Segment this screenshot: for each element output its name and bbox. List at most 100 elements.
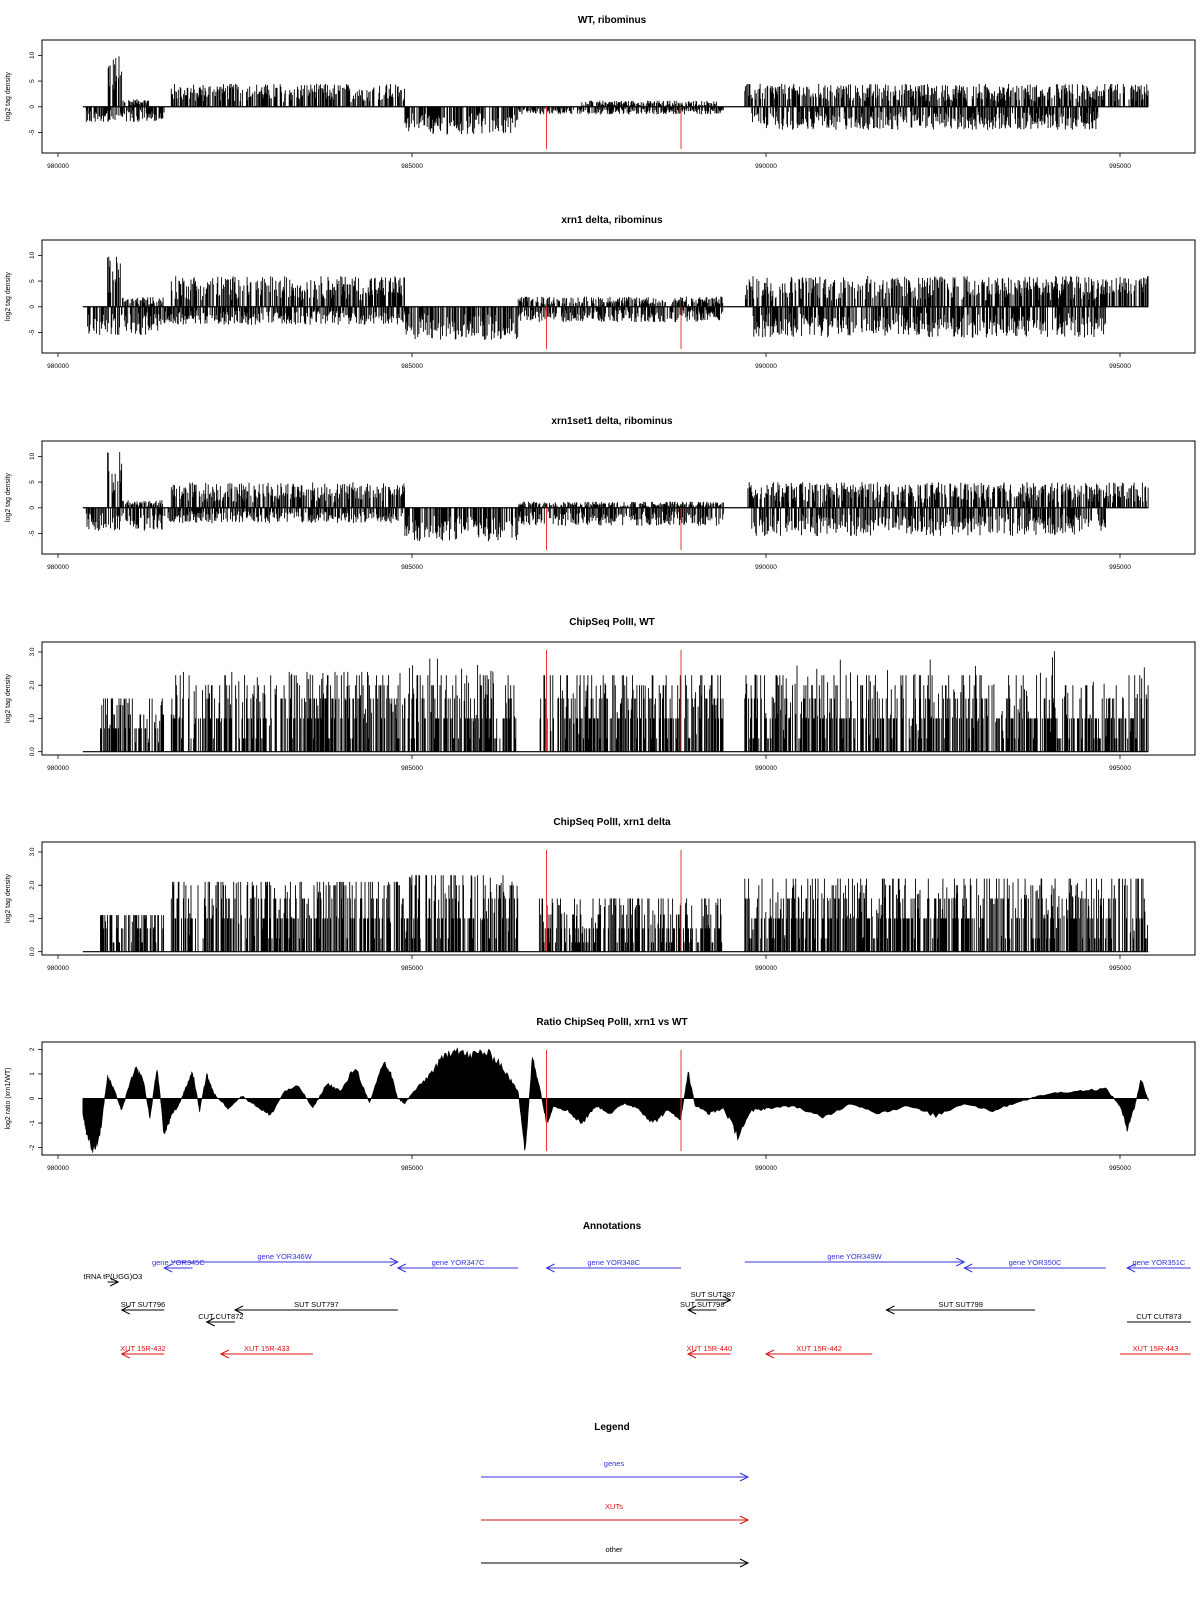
x-tick-label: 980000 (47, 1165, 69, 1172)
panel-title: ChipSeq PolII, WT (569, 617, 655, 628)
y-tick-label: 0 (29, 1096, 36, 1100)
y-tick-label: 3.0 (29, 847, 36, 856)
x-tick-label: 990000 (755, 765, 777, 772)
x-tick-label: 980000 (47, 163, 69, 170)
y-axis-label: log2 tag density (5, 472, 12, 522)
y-tick-label: 2 (29, 1047, 36, 1051)
legend: Legend genes XUTs other (481, 1422, 750, 1568)
arrow-left-icon (687, 1349, 697, 1359)
y-tick-label: 2.0 (29, 680, 36, 689)
y-tick-label: -1 (29, 1120, 36, 1126)
plot-frame (41, 841, 1196, 956)
arrow-left-icon (163, 1263, 173, 1273)
arrow-right-icon (109, 1277, 120, 1287)
arrow-left-icon (1125, 1263, 1136, 1273)
annotation-gene-yor347c: gene YOR347C (396, 1258, 519, 1273)
chart-panel-5: ChipSeq PolII, xrn1 delta log2 tag densit… (5, 817, 1196, 972)
feature-label: gene YOR351C (1133, 1258, 1186, 1267)
arrow-right-icon (389, 1257, 399, 1267)
annotation-xut-15r-440: XUT 15R-440 (687, 1344, 732, 1359)
x-tick-label: 980000 (47, 363, 69, 370)
feature-label: tRNA tP(UGG)O3 (83, 1272, 142, 1281)
y-axis-label: log2 tag density (5, 873, 12, 923)
density-bars (85, 452, 1149, 542)
y-tick-label: 1.0 (29, 714, 36, 723)
panel-title: Ratio ChipSeq PolII, xrn1 vs WT (536, 1017, 687, 1028)
arrow-left-icon (233, 1305, 244, 1315)
annotation-xut-15r-442: XUT 15R-442 (764, 1344, 873, 1359)
panel-title: WT, ribominus (578, 15, 647, 26)
arrow-left-icon (219, 1349, 230, 1359)
feature-label: XUT 15R-443 (1133, 1344, 1179, 1353)
y-tick-label: 0.0 (29, 947, 36, 956)
chart-panel-4: ChipSeq PolII, WT log2 tag density 0.0 1.0 2… (5, 617, 1196, 772)
x-tick-label: 985000 (401, 564, 423, 571)
y-tick-label: -2 (29, 1144, 36, 1150)
plot-frame (41, 39, 1196, 154)
annotations-title: Annotations (583, 1221, 642, 1232)
panel-title: ChipSeq PolII, xrn1 delta (553, 817, 671, 828)
annotation-sut-sut796: SUT SUT796 (120, 1300, 165, 1315)
annotation-gene-yor349w: gene YOR349W (744, 1252, 966, 1267)
y-tick-label: 5 (29, 79, 36, 83)
annotation-sut-sut798: SUT SUT798 (680, 1300, 725, 1315)
annotation-sut-sut797: SUT SUT797 (233, 1300, 398, 1315)
arrow-right-icon (739, 1472, 750, 1482)
feature-label: CUT CUT872 (198, 1312, 243, 1321)
x-tick-label: 985000 (401, 965, 423, 972)
y-axis-label: log2 tag density (5, 271, 12, 321)
x-tick-label: 985000 (401, 1165, 423, 1172)
annotation-cut-cut873: CUT CUT873 (1127, 1312, 1191, 1323)
feature-label: XUT 15R-442 (796, 1344, 842, 1353)
legend-label: genes (604, 1459, 625, 1468)
x-tick-label: 990000 (755, 1165, 777, 1172)
y-tick-label: 10 (29, 51, 36, 59)
x-tick-label: 995000 (1109, 363, 1131, 370)
annotation-sut-sut799: SUT SUT799 (885, 1300, 1036, 1315)
density-bars (87, 256, 1149, 340)
legend-item-xut: XUTs (481, 1502, 750, 1525)
legend-label: other (605, 1545, 623, 1554)
annotation-gene-yor345c: gene YOR345C (152, 1258, 205, 1273)
legend-title: Legend (594, 1422, 630, 1433)
y-tick-label: 0 (29, 105, 36, 109)
legend-label: XUTs (605, 1502, 623, 1511)
x-tick-label: 985000 (401, 163, 423, 170)
feature-label: XUT 15R-432 (120, 1344, 166, 1353)
x-tick-label: 990000 (755, 363, 777, 370)
y-tick-label: 0.0 (29, 747, 36, 756)
chart-panel-1: WT, ribominus log2 tag density -5 0 5 10 98000… (5, 15, 1196, 170)
x-tick-label: 990000 (755, 163, 777, 170)
arrow-left-icon (885, 1305, 895, 1315)
plot-frame (41, 641, 1196, 756)
feature-label: SUT SUT798 (680, 1300, 724, 1309)
y-tick-label: 3.0 (29, 647, 36, 656)
feature-label: gene YOR346W (257, 1252, 312, 1261)
density-bars (85, 56, 1149, 135)
y-tick-label: 1 (29, 1072, 36, 1076)
legend-item-other: other (481, 1545, 750, 1568)
plot-frame (41, 239, 1196, 354)
annotation-trna-tp-ugg-o3: tRNA tP(UGG)O3 (83, 1272, 142, 1287)
feature-label: CUT CUT873 (1136, 1312, 1181, 1321)
x-tick-label: 980000 (47, 564, 69, 571)
annotation-gene-yor346w: gene YOR346W (171, 1252, 399, 1267)
arrow-left-icon (120, 1349, 130, 1359)
panel-title: xrn1set1 delta, ribominus (551, 416, 673, 427)
feature-label: gene YOR350C (1009, 1258, 1062, 1267)
y-tick-label: -5 (29, 530, 36, 536)
y-tick-label: 5 (29, 279, 36, 283)
annotations-track: Annotations gene YOR345C gene YOR346W gene … (83, 1221, 1191, 1359)
x-tick-label: 995000 (1109, 564, 1131, 571)
x-tick-label: 990000 (755, 564, 777, 571)
ratio-area (82, 1047, 1149, 1153)
density-bars (100, 875, 1148, 952)
annotation-xut-15r-432: XUT 15R-432 (120, 1344, 166, 1359)
feature-label: gene YOR348C (587, 1258, 640, 1267)
feature-label: SUT SUT797 (294, 1300, 338, 1309)
arrow-right-icon (739, 1515, 750, 1525)
feature-label: gene YOR347C (432, 1258, 485, 1267)
annotation-cut-cut872: CUT CUT872 (198, 1312, 243, 1327)
y-tick-label: -5 (29, 129, 36, 135)
